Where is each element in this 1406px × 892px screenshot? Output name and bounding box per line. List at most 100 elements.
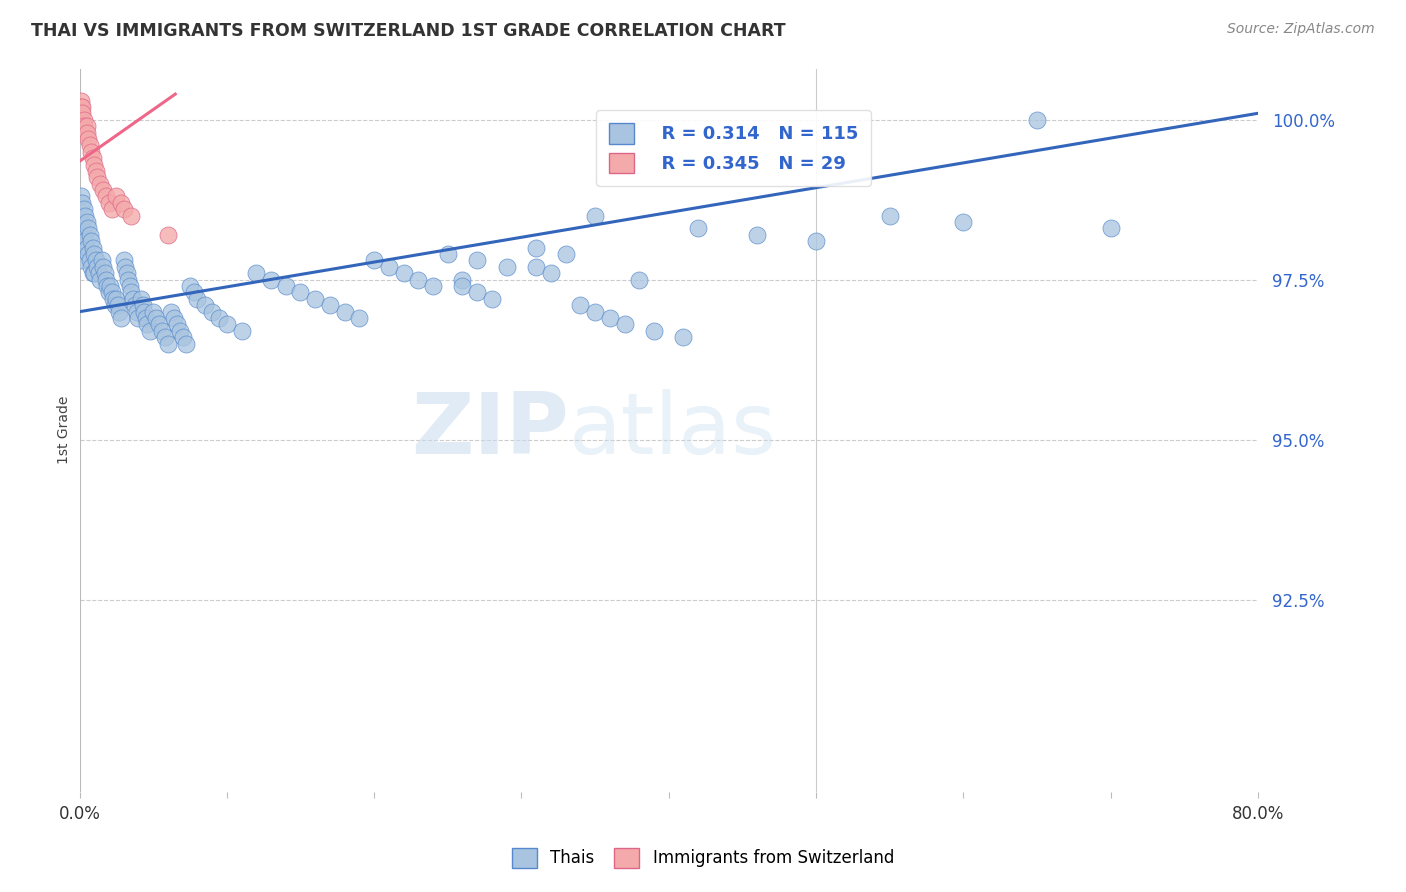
Point: [84, 164, 107, 178]
Point: [86, 170, 108, 185]
Y-axis label: 1st Grade: 1st Grade: [58, 396, 72, 464]
Point: [422, 279, 444, 293]
Point: [112, 202, 135, 217]
Point: [319, 298, 342, 312]
Point: [124, 298, 146, 312]
Point: [103, 292, 125, 306]
Point: [172, 330, 194, 344]
Point: [153, 330, 176, 344]
Point: [89, 273, 111, 287]
Point: [86, 260, 108, 274]
Point: [77, 221, 100, 235]
Point: [231, 324, 253, 338]
Point: [82, 241, 104, 255]
Point: [169, 324, 191, 338]
Point: [554, 247, 576, 261]
Point: [76, 215, 98, 229]
Point: [135, 311, 157, 326]
Point: [72, 100, 94, 114]
Point: [79, 253, 101, 268]
Point: [208, 311, 231, 326]
Point: [120, 285, 142, 300]
Point: [156, 336, 179, 351]
Point: [98, 195, 121, 210]
Point: [134, 304, 156, 318]
Point: [83, 266, 105, 280]
Point: [108, 304, 131, 318]
Point: [131, 292, 153, 306]
Point: [105, 189, 128, 203]
Point: [79, 227, 101, 242]
Point: [112, 253, 135, 268]
Point: [166, 318, 188, 332]
Point: [82, 151, 104, 165]
Point: [451, 279, 474, 293]
Point: [613, 318, 636, 332]
Point: [524, 260, 547, 274]
Point: [524, 241, 547, 255]
Point: [76, 126, 98, 140]
Point: [599, 311, 621, 326]
Point: [363, 253, 385, 268]
Point: [1099, 221, 1122, 235]
Point: [87, 266, 110, 280]
Point: [132, 298, 155, 312]
Point: [436, 247, 458, 261]
Point: [174, 336, 197, 351]
Point: [121, 292, 143, 306]
Point: [304, 292, 326, 306]
Point: [1026, 112, 1049, 127]
Point: [70, 253, 93, 268]
Point: [115, 266, 138, 280]
Point: [110, 311, 132, 326]
Point: [91, 183, 114, 197]
Point: [643, 324, 665, 338]
Point: [73, 202, 96, 217]
Point: [94, 273, 117, 287]
Point: [495, 260, 517, 274]
Point: [245, 266, 267, 280]
Point: [274, 279, 297, 293]
Point: [89, 177, 111, 191]
Point: [194, 298, 217, 312]
Point: [392, 266, 415, 280]
Point: [73, 227, 96, 242]
Point: [481, 292, 503, 306]
Point: [70, 106, 93, 120]
Point: [156, 227, 179, 242]
Point: [145, 311, 167, 326]
Point: [583, 209, 606, 223]
Point: [333, 304, 356, 318]
Point: [73, 119, 96, 133]
Point: [201, 304, 224, 318]
Point: [540, 266, 562, 280]
Point: [125, 304, 148, 318]
Point: [79, 138, 101, 153]
Point: [160, 304, 183, 318]
Point: [84, 253, 107, 268]
Point: [451, 273, 474, 287]
Point: [101, 285, 124, 300]
Point: [83, 247, 105, 261]
Point: [75, 209, 97, 223]
Point: [91, 260, 114, 274]
Point: [465, 285, 488, 300]
Point: [136, 318, 159, 332]
Point: [76, 119, 98, 133]
Point: [100, 279, 122, 293]
Point: [569, 298, 592, 312]
Point: [745, 227, 768, 242]
Point: [101, 202, 124, 217]
Point: [75, 126, 97, 140]
Point: [72, 195, 94, 210]
Point: [77, 132, 100, 146]
Point: [72, 106, 94, 120]
Point: [73, 112, 96, 127]
Point: [94, 189, 117, 203]
Point: [349, 311, 371, 326]
Point: [879, 209, 901, 223]
Legend: Thais, Immigrants from Switzerland: Thais, Immigrants from Switzerland: [505, 841, 901, 875]
Point: [114, 260, 136, 274]
Text: atlas: atlas: [568, 389, 776, 472]
Point: [183, 285, 205, 300]
